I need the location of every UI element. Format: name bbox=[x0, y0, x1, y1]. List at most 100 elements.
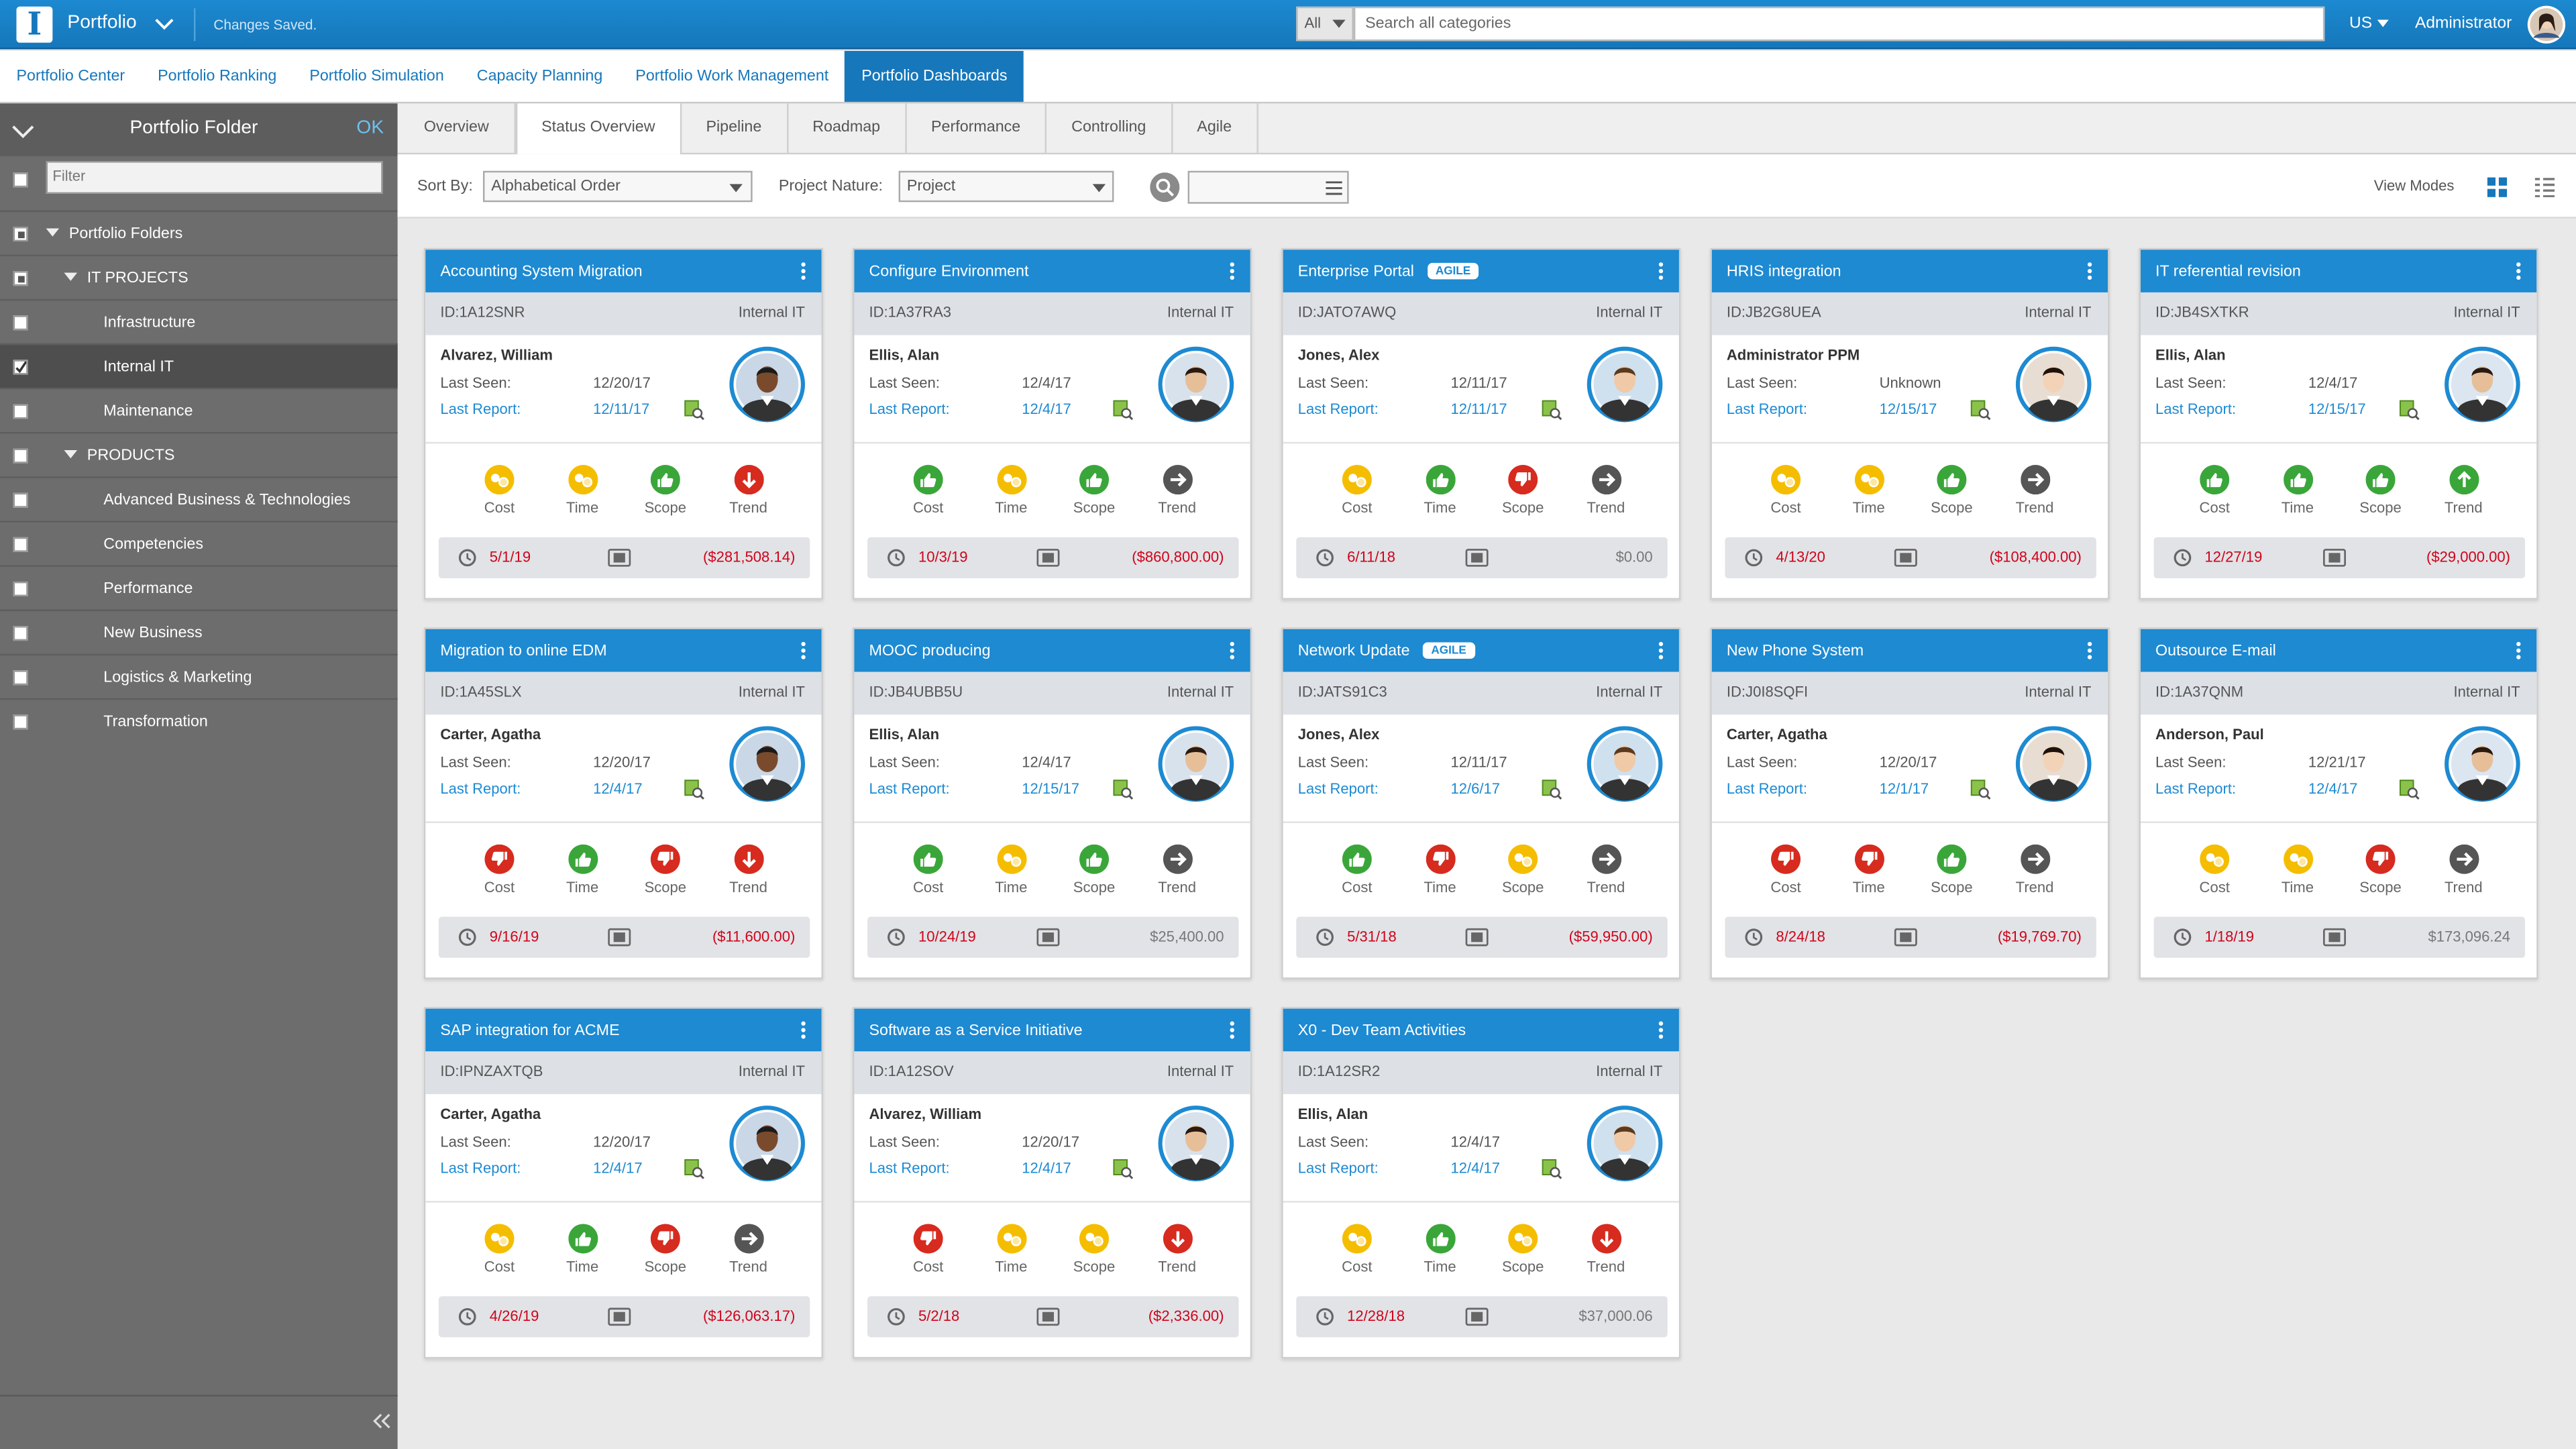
tab[interactable]: Controlling bbox=[1046, 103, 1173, 153]
last-report-label[interactable]: Last Report: bbox=[1297, 1159, 1379, 1177]
nav-item[interactable]: Portfolio Simulation bbox=[309, 67, 444, 86]
card-title[interactable]: HRIS integration bbox=[1726, 262, 1841, 280]
project-card[interactable]: Network Update AGILE ID:JATS91C3 Internal I… bbox=[1281, 627, 1681, 979]
tree-label[interactable]: Advanced Business & Technologies bbox=[103, 491, 351, 510]
last-report-value[interactable]: 12/4/17 bbox=[1450, 1159, 1500, 1177]
card-title[interactable]: Network Update bbox=[1297, 641, 1410, 660]
tree-checkbox[interactable] bbox=[13, 448, 28, 464]
card-header[interactable]: Enterprise Portal AGILE bbox=[1283, 250, 1679, 292]
last-report-value[interactable]: 12/15/17 bbox=[1879, 400, 1937, 418]
card-title[interactable]: Migration to online EDM bbox=[440, 641, 607, 660]
tab[interactable]: Agile bbox=[1173, 103, 1258, 153]
card-header[interactable]: MOOC producing bbox=[854, 629, 1250, 672]
tree-row-selected[interactable]: Internal IT bbox=[0, 343, 398, 388]
tree-row[interactable]: Maintenance bbox=[0, 387, 398, 432]
tree-checkbox[interactable] bbox=[13, 714, 28, 730]
last-report-value[interactable]: 12/1/17 bbox=[1879, 780, 1929, 797]
card-title[interactable]: MOOC producing bbox=[869, 641, 991, 660]
card-header[interactable]: New Phone System bbox=[1711, 629, 2108, 672]
tree-checkbox[interactable] bbox=[13, 360, 28, 375]
tree-checkbox[interactable] bbox=[13, 404, 28, 419]
app-name[interactable]: Portfolio bbox=[67, 13, 137, 33]
tree-checkbox[interactable] bbox=[13, 581, 28, 596]
tab[interactable]: Roadmap bbox=[788, 103, 907, 153]
nature-select[interactable]: Project bbox=[898, 170, 1114, 203]
project-card[interactable]: Enterprise Portal AGILE ID:JATO7AWQ Interna… bbox=[1281, 248, 1681, 600]
tree-label[interactable]: Infrastructure bbox=[103, 313, 196, 332]
card-title[interactable]: Accounting System Migration bbox=[440, 262, 643, 280]
tree-label[interactable]: Maintenance bbox=[103, 402, 193, 421]
tree-checkbox[interactable] bbox=[13, 315, 28, 331]
tree-row[interactable]: Transformation bbox=[0, 698, 398, 743]
tree-checkbox[interactable] bbox=[13, 271, 28, 286]
tree-row[interactable]: Advanced Business & Technologies bbox=[0, 476, 398, 521]
card-title[interactable]: Software as a Service Initiative bbox=[869, 1021, 1083, 1039]
last-report-label[interactable]: Last Report: bbox=[869, 1159, 950, 1177]
tree-checkbox[interactable] bbox=[13, 670, 28, 686]
project-card[interactable]: IT referential revision ID:JB4SXTKR Intern… bbox=[2139, 248, 2538, 600]
project-card[interactable]: MOOC producing ID:JB4UBB5U Internal IT Elli… bbox=[853, 627, 1252, 979]
last-report-label[interactable]: Last Report: bbox=[440, 400, 521, 418]
project-card[interactable]: Accounting System Migration ID:1A12SNR Int… bbox=[423, 248, 823, 600]
tree-row[interactable]: Infrastructure bbox=[0, 299, 398, 343]
project-card[interactable]: New Phone System ID:J0I8SQFI Internal IT Ca… bbox=[1710, 627, 2110, 979]
tree-label[interactable]: Portfolio Folders bbox=[68, 225, 183, 244]
search-scope[interactable]: All bbox=[1296, 6, 1354, 42]
tab[interactable]: Pipeline bbox=[682, 103, 788, 153]
card-header[interactable]: X0 - Dev Team Activities bbox=[1283, 1008, 1679, 1052]
card-title[interactable]: Configure Environment bbox=[869, 262, 1029, 280]
card-header[interactable]: Configure Environment bbox=[854, 250, 1250, 292]
last-report-label[interactable]: Last Report: bbox=[440, 1159, 521, 1177]
tree-row[interactable]: Performance bbox=[0, 565, 398, 609]
last-report-value[interactable]: 12/4/17 bbox=[593, 780, 643, 797]
tree-row[interactable]: IT PROJECTS bbox=[0, 254, 398, 299]
last-report-label[interactable]: Last Report: bbox=[1297, 400, 1379, 418]
tree-label[interactable]: IT PROJECTS bbox=[87, 269, 189, 288]
last-report-value[interactable]: 12/15/17 bbox=[1022, 780, 1080, 797]
last-report-label[interactable]: Last Report: bbox=[1297, 780, 1379, 797]
nav-item[interactable]: Capacity Planning bbox=[476, 67, 603, 86]
last-report-label[interactable]: Last Report: bbox=[1726, 780, 1807, 797]
last-report-value[interactable]: 12/11/17 bbox=[1450, 400, 1507, 418]
tree-row[interactable]: Logistics & Marketing bbox=[0, 653, 398, 698]
project-card[interactable]: Configure Environment ID:1A37RA3 Internal … bbox=[853, 248, 1252, 600]
last-report-label[interactable]: Last Report: bbox=[869, 400, 950, 418]
last-report-value[interactable]: 12/4/17 bbox=[1022, 1159, 1071, 1177]
card-title[interactable]: Outsource E-mail bbox=[2155, 641, 2276, 660]
card-header[interactable]: IT referential revision bbox=[2141, 250, 2537, 292]
card-title[interactable]: Enterprise Portal bbox=[1297, 262, 1414, 280]
quick-filter[interactable] bbox=[1187, 170, 1349, 204]
card-title[interactable]: X0 - Dev Team Activities bbox=[1297, 1021, 1466, 1039]
nav-item-active[interactable]: Portfolio Dashboards bbox=[845, 50, 1024, 102]
last-report-label[interactable]: Last Report: bbox=[440, 780, 521, 797]
card-header[interactable]: Software as a Service Initiative bbox=[854, 1008, 1250, 1052]
search-input[interactable]: Search all categories bbox=[1353, 6, 2325, 42]
nav-item[interactable]: Portfolio Ranking bbox=[158, 67, 277, 86]
card-title[interactable]: IT referential revision bbox=[2155, 262, 2301, 280]
card-title[interactable]: SAP integration for ACME bbox=[440, 1021, 620, 1039]
filter-input[interactable]: Filter bbox=[46, 161, 383, 194]
tree-row[interactable]: PRODUCTS bbox=[0, 432, 398, 476]
card-header[interactable]: SAP integration for ACME bbox=[425, 1008, 822, 1052]
tree-label[interactable]: Performance bbox=[103, 580, 193, 598]
project-card[interactable]: Software as a Service Initiative ID:1A12S… bbox=[853, 1007, 1252, 1359]
last-report-value[interactable]: 12/15/17 bbox=[2308, 400, 2366, 418]
last-report-label[interactable]: Last Report: bbox=[1726, 400, 1807, 418]
card-title[interactable]: New Phone System bbox=[1726, 641, 1864, 660]
card-header[interactable]: HRIS integration bbox=[1711, 250, 2108, 292]
nav-item[interactable]: Portfolio Center bbox=[16, 67, 125, 86]
last-report-value[interactable]: 12/11/17 bbox=[593, 400, 650, 418]
tree-label[interactable]: Internal IT bbox=[103, 358, 174, 376]
nav-item[interactable]: Portfolio Work Management bbox=[635, 67, 829, 86]
tree-row[interactable]: Portfolio Folders bbox=[0, 210, 398, 254]
tree-label[interactable]: Competencies bbox=[103, 535, 204, 554]
tree-checkbox[interactable] bbox=[13, 226, 28, 242]
tree-label[interactable]: Transformation bbox=[103, 712, 208, 731]
project-card[interactable]: Outsource E-mail ID:1A37QNM Internal IT And… bbox=[2139, 627, 2538, 979]
last-report-value[interactable]: 12/6/17 bbox=[1450, 780, 1500, 797]
tab-active[interactable]: Status Overview bbox=[515, 103, 682, 155]
card-header[interactable]: Accounting System Migration bbox=[425, 250, 822, 292]
project-card[interactable]: HRIS integration ID:JB2G8UEA Internal IT Ad… bbox=[1710, 248, 2110, 600]
last-report-label[interactable]: Last Report: bbox=[869, 780, 950, 797]
tree-checkbox[interactable] bbox=[13, 492, 28, 508]
